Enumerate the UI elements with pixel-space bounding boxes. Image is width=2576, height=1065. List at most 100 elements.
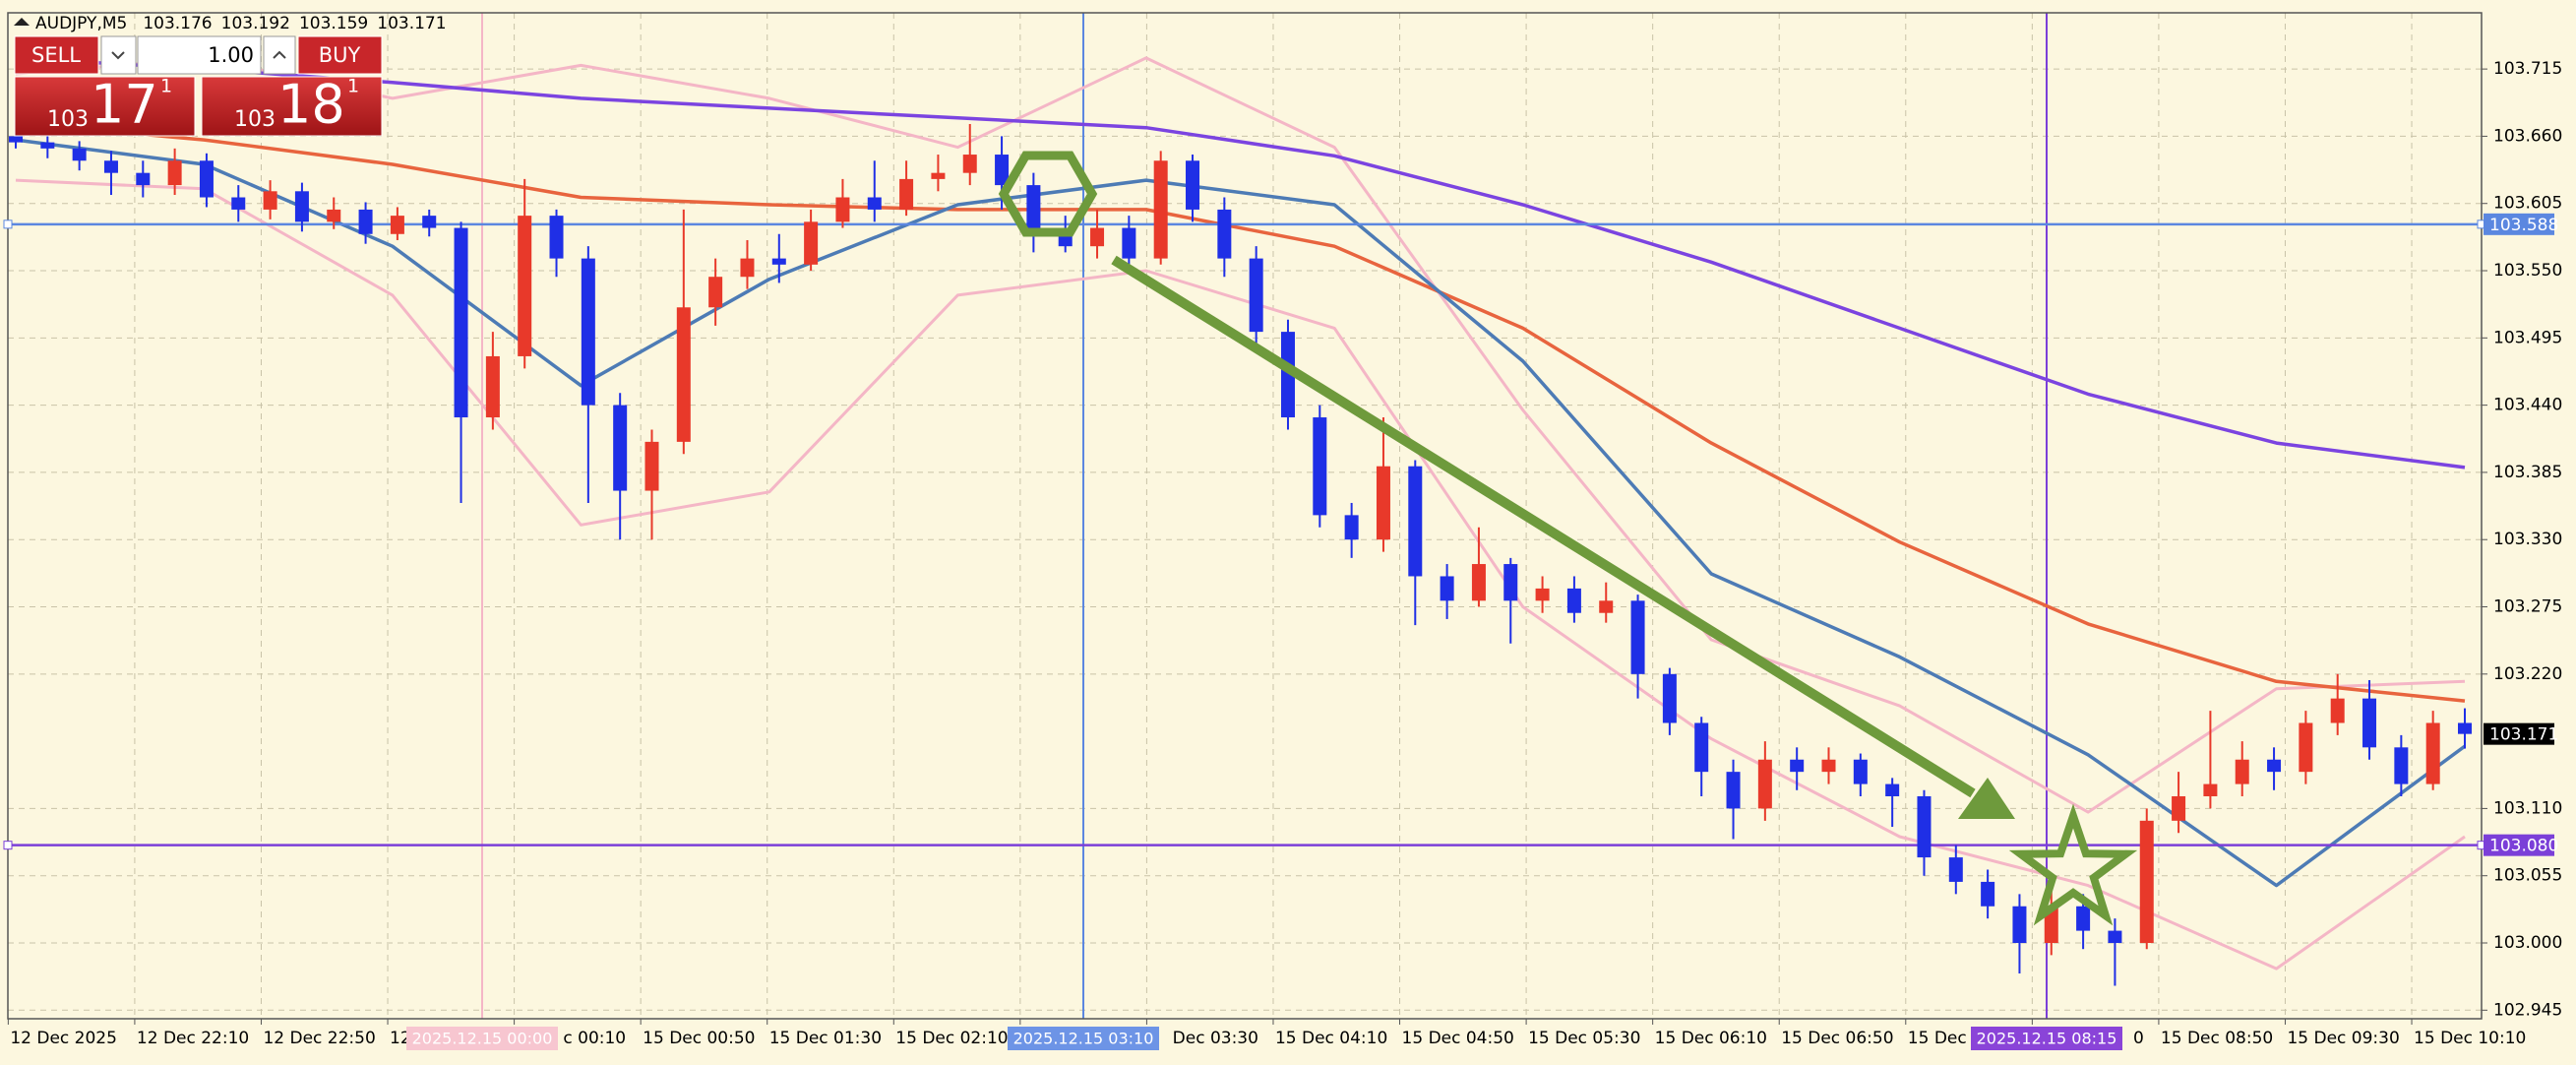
- y-tick-label: 103.660: [2493, 126, 2562, 146]
- candle-body: [581, 258, 595, 406]
- candle-body: [1313, 417, 1327, 516]
- candle-body: [1058, 233, 1073, 247]
- header-icon: [14, 18, 30, 26]
- bid-box[interactable]: [14, 76, 196, 137]
- candle-body: [995, 155, 1010, 186]
- buy-label[interactable]: BUY: [319, 43, 361, 67]
- candle-body: [644, 441, 659, 491]
- candle-body: [1566, 588, 1581, 613]
- candle-body: [1662, 673, 1677, 723]
- candle-body: [518, 216, 532, 356]
- candle-body: [422, 216, 437, 228]
- x-tick-label: 15 Dec 06:50: [1781, 1029, 1893, 1048]
- y-tick-label: 103.605: [2493, 194, 2562, 214]
- y-tick-label: 103.275: [2493, 597, 2562, 617]
- x-tick-label: 12: [390, 1029, 411, 1048]
- x-tick-label: 0: [2133, 1029, 2144, 1048]
- x-tick-label: 15 Dec 02:10: [895, 1029, 1008, 1048]
- header-price: 103.159: [299, 14, 368, 33]
- candle-body: [708, 277, 723, 308]
- header-price: 103.192: [221, 14, 290, 33]
- candle-body: [2394, 747, 2409, 784]
- arrow-head: [1958, 778, 2015, 819]
- sell-button[interactable]: [14, 35, 99, 75]
- candle-body: [1153, 160, 1168, 259]
- candle-body: [1981, 881, 1995, 907]
- ask-big: 103: [234, 107, 276, 132]
- candle-body: [1726, 772, 1741, 809]
- arrow-annotation: [1111, 255, 1976, 798]
- candle-body: [294, 191, 309, 222]
- candle-body: [1821, 759, 1836, 773]
- candle-body: [136, 172, 151, 186]
- buy-button[interactable]: [297, 35, 383, 75]
- candle-body: [1885, 783, 1900, 796]
- candle-body: [1535, 588, 1550, 601]
- candle-body: [1217, 209, 1232, 259]
- y-tick-label: 103.715: [2493, 59, 2562, 79]
- x-tick-label: 12 Dec 22:50: [263, 1029, 375, 1048]
- hexagon-annotation: [998, 151, 1098, 237]
- candle-body: [1917, 795, 1932, 858]
- candle-body: [1376, 466, 1390, 540]
- up-icon: [273, 50, 286, 59]
- candle-body: [931, 172, 946, 179]
- candle-body: [613, 405, 628, 491]
- y-tick-label: 103.385: [2493, 463, 2562, 482]
- current-price-tag: [2484, 722, 2554, 745]
- candle-body: [899, 178, 914, 210]
- candle-body: [2108, 930, 2122, 944]
- candle-body: [804, 221, 819, 265]
- candle-body: [485, 355, 500, 418]
- candle-body: [231, 197, 246, 210]
- candle-body: [167, 160, 182, 186]
- plot-border: [7, 12, 2483, 1020]
- down-icon: [111, 51, 125, 60]
- symbol-title: AUDJPY,M5: [35, 14, 127, 33]
- candle-body: [9, 136, 23, 143]
- ask-box[interactable]: [201, 76, 383, 137]
- x-tick-label: 15 Dec 01:30: [769, 1029, 882, 1048]
- candle-body: [2362, 698, 2377, 748]
- candle-body: [2299, 722, 2313, 773]
- vline-tag-label: 2025.12.15 03:10: [1013, 1030, 1154, 1048]
- lot-down[interactable]: [100, 35, 137, 75]
- y-tick-label: 103.440: [2493, 396, 2562, 415]
- candle-body: [676, 307, 691, 442]
- candle-body: [1440, 576, 1454, 601]
- ask-pip: 1: [347, 76, 359, 97]
- vline-tag-label: 2025.12.15 00:00: [412, 1030, 553, 1048]
- candle-body: [2235, 759, 2249, 784]
- lot-value: 1.00: [208, 43, 254, 67]
- bid-big: 103: [47, 107, 89, 132]
- candle-body: [1090, 227, 1105, 247]
- header-price: 103.171: [377, 14, 446, 33]
- x-tick-label: 12 Dec 2025: [10, 1029, 117, 1048]
- x-tick-label: 15 Dec 00:50: [643, 1029, 755, 1048]
- candle-body: [199, 160, 214, 198]
- candle-body: [327, 209, 341, 222]
- candle-body: [771, 258, 786, 265]
- indicator-line: [15, 138, 2467, 888]
- vline-tag: [406, 1027, 558, 1050]
- vline-tag: [1008, 1027, 1159, 1050]
- bid-pip: 1: [160, 76, 172, 97]
- x-tick-label: 15 Dec 0: [1908, 1029, 1983, 1048]
- y-tick-label: 103.550: [2493, 261, 2562, 281]
- candle-body: [867, 197, 882, 210]
- candle-body: [2267, 759, 2282, 773]
- header-price: 103.176: [143, 14, 212, 33]
- lot-up[interactable]: [263, 35, 296, 75]
- sell-label[interactable]: SELL: [31, 43, 81, 67]
- trade-panel: SELL 1.00 BUY 103 17 1 103 18 1: [14, 35, 383, 137]
- y-tick-label: 103.055: [2493, 866, 2562, 886]
- candle-body: [1599, 600, 1614, 613]
- price-tag-label: 103.588: [2489, 216, 2558, 235]
- candle-body: [1503, 564, 1518, 601]
- lot-field[interactable]: [137, 35, 262, 75]
- x-tick-label: 15 Dec 09:30: [2287, 1029, 2399, 1048]
- candle-body: [1694, 722, 1709, 773]
- indicator-line: [15, 56, 2466, 470]
